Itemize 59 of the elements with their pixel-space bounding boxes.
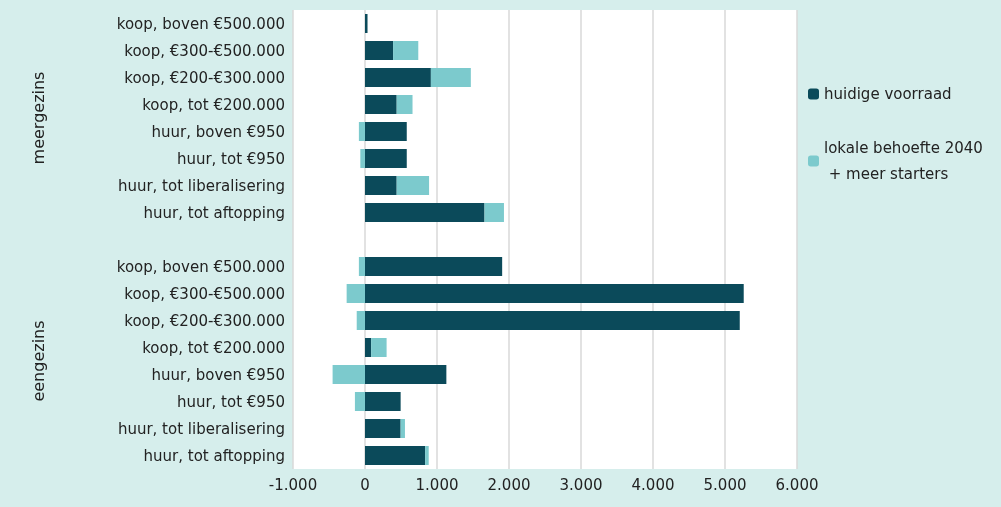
bar — [365, 419, 401, 438]
bar — [365, 446, 426, 465]
bar — [360, 149, 365, 168]
x-tick-label: 1.000 — [415, 475, 459, 494]
x-tick-label: 4.000 — [631, 475, 675, 494]
y-tick-label: koop, €200-€300.000 — [124, 68, 285, 87]
y-tick-label: koop, €300-€500.000 — [124, 41, 285, 60]
y-tick-label: koop, €200-€300.000 — [124, 311, 285, 330]
bar — [393, 41, 419, 60]
y-tick-label: huur, tot liberalisering — [117, 419, 285, 438]
bar — [400, 419, 405, 438]
bar — [346, 284, 365, 303]
bar — [365, 41, 394, 60]
x-tick-label: 0 — [360, 475, 370, 494]
y-tick-label: koop, €300-€500.000 — [124, 284, 285, 303]
y-tick-label: koop, tot €200.000 — [142, 338, 285, 357]
bar — [365, 338, 372, 357]
bar — [365, 149, 407, 168]
legend-label: huidige voorraad — [824, 85, 952, 103]
y-tick-label: huur, boven €950 — [151, 365, 285, 384]
bar — [365, 257, 503, 276]
x-tick-label: 3.000 — [559, 475, 603, 494]
x-tick-label: 2.000 — [487, 475, 531, 494]
bar — [358, 122, 365, 141]
bar — [430, 68, 471, 87]
bar — [358, 257, 365, 276]
y-tick-label: koop, boven €500.000 — [116, 14, 285, 33]
y-tick-label: huur, tot liberalisering — [117, 176, 285, 195]
text: eengezins — [28, 320, 48, 402]
x-tick-label: 6.000 — [775, 475, 819, 494]
x-tick-label: 5.000 — [703, 475, 747, 494]
y-tick-label: huur, tot aftopping — [143, 203, 285, 222]
y-tick-label: koop, tot €200.000 — [142, 95, 285, 114]
bar — [365, 68, 431, 87]
y-tick-label: huur, tot €950 — [176, 392, 285, 411]
bar — [365, 176, 397, 195]
y-tick-label: koop, boven €500.000 — [116, 257, 285, 276]
bar — [365, 122, 407, 141]
x-tick-label: -1.000 — [268, 475, 318, 494]
bar — [354, 392, 365, 411]
bar — [365, 14, 368, 33]
bar — [425, 446, 429, 465]
bar — [365, 95, 397, 114]
bar — [371, 338, 387, 357]
text: meergezins — [28, 71, 48, 165]
bar — [365, 311, 740, 330]
y-tick-label: huur, tot €950 — [176, 149, 285, 168]
bar — [356, 311, 365, 330]
y-tick-label: huur, boven €950 — [151, 122, 285, 141]
bar — [365, 365, 447, 384]
bar — [365, 392, 401, 411]
bar — [484, 203, 504, 222]
bar — [365, 203, 485, 222]
bar — [365, 284, 744, 303]
legend-label: lokale behoefte 2040 + meer starters — [824, 139, 983, 183]
bar — [332, 365, 365, 384]
bar — [396, 95, 413, 114]
y-tick-label: huur, tot aftopping — [143, 446, 285, 465]
bar — [396, 176, 430, 195]
